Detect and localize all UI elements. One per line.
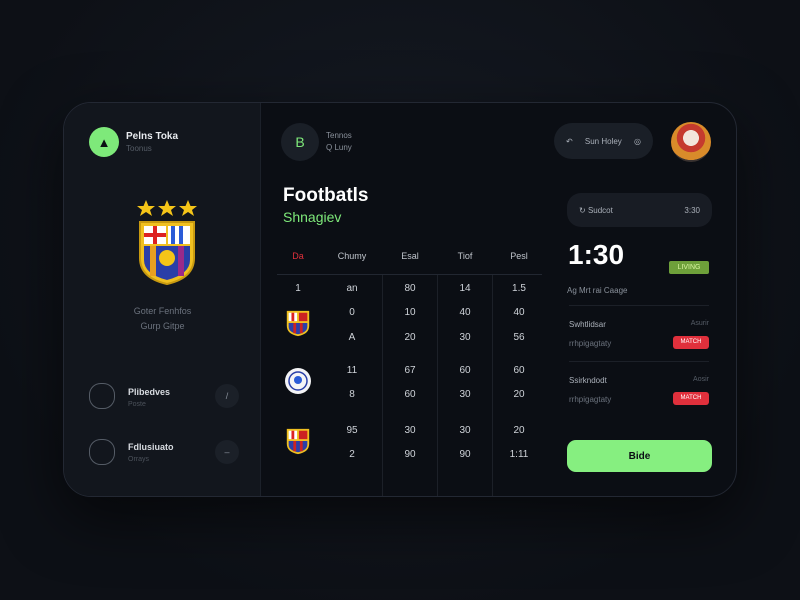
table-divider [277,274,542,275]
match-note: Ag Mrt rai Caage [567,286,628,295]
table-cell: 30 [404,425,416,436]
club-crest-icon [285,368,311,394]
table-cell: 8 [349,389,355,400]
jersey-icon [89,383,115,409]
page-title: Footbatls [283,185,369,206]
sidebar-item-button[interactable]: – [215,440,239,464]
table-cell: 60 [404,389,416,400]
column-divider [382,275,383,496]
table-cell: 20 [513,389,525,400]
header-title: Tennos [326,131,352,140]
dashboard-card: ▲ Pelns Toka Toonus Goter Fenhfos Gurp G… [63,102,737,497]
table-cell: 2 [349,449,355,460]
table-cell: 90 [459,449,471,460]
event-badge: MATCH [673,336,709,349]
table-cell: 0 [349,307,355,318]
sidebar-item-subtitle: Poste [128,401,146,408]
table-cell: 1 [295,283,301,294]
event-subtitle: rrhpigagtaty [569,395,612,404]
event-meta: Aosir [693,376,709,383]
table-cell: 40 [513,307,525,318]
table-cell: 1:11 [509,449,529,460]
header-subtitle: Q Luny [326,143,352,152]
sidebar: ▲ Pelns Toka Toonus Goter Fenhfos Gurp G… [64,103,261,496]
event-title: Swhtlidsar [569,320,606,329]
event-badge: MATCH [673,392,709,405]
sidebar-item-title: Fdlusiuato [128,442,174,452]
brand-name: Pelns Toka [126,131,179,142]
live-badge: LIVING [669,261,709,274]
table-cell: 67 [404,365,416,376]
table-cell: 14 [459,283,471,294]
club-crest-icon [286,310,310,337]
table-cell: 1.5 [512,283,526,294]
table-cell: 10 [404,307,416,318]
table-cell: 56 [513,332,525,343]
page-subtitle: Shnagiev [283,209,342,225]
club-crest-icon [137,200,197,286]
club-subtitle: Gurp Gitpe [140,321,185,331]
table-cell: 30 [459,389,471,400]
event-subtitle: rrhpigagtaty [569,339,612,348]
table-cell: 60 [459,365,471,376]
back-icon: ↶ [566,136,573,146]
table-cell: 95 [346,425,358,436]
column-header[interactable]: Da [292,251,304,261]
event-meta: Asurir [690,320,709,327]
column-divider [492,275,493,496]
column-header[interactable]: Tiof [457,251,473,261]
search-pill[interactable]: ↶ Sun Holey ◎ [554,123,653,159]
table-cell: A [348,332,356,343]
table-cell: 90 [404,449,416,460]
table-cell: 20 [513,425,525,436]
primary-button[interactable]: Bide [567,440,712,472]
column-header[interactable]: Pesl [510,251,528,261]
match-bar-value: 3:30 [684,205,700,215]
column-header[interactable]: Chumy [337,251,367,261]
brand-logo-icon: ▲ [89,127,119,157]
table-cell: 40 [459,307,471,318]
column-divider [437,275,438,496]
table-cell: 30 [459,332,471,343]
brand-subtitle: Toonus [126,144,152,153]
club-name: Goter Fenhfos [133,306,192,316]
header-icon[interactable]: B [281,123,319,161]
pill-label: Sun Holey [584,136,622,146]
trophy-icon [89,439,115,465]
refresh-icon: ↻ [579,205,588,215]
table-cell: 80 [404,283,416,294]
event-item[interactable]: Swhtlidsar Asurir rrhpigagtaty MATCH [569,305,709,357]
table-cell: 60 [513,365,525,376]
club-crest-icon [286,428,310,455]
table-cell: 20 [404,332,416,343]
table-cell: an [346,283,358,294]
sidebar-item-subtitle: Orrays [128,456,149,463]
settings-icon: ◎ [634,136,641,146]
event-item[interactable]: Ssirkndodt Aosir rrhpigagtaty MATCH [569,361,709,413]
event-title: Ssirkndodt [569,376,607,385]
table-cell: 11 [346,365,358,376]
column-header[interactable]: Esal [401,251,419,261]
match-time: 1:30 [568,239,625,270]
sidebar-item-title: Plibedves [128,387,171,397]
match-bar-label: Sudcot [587,205,613,215]
sidebar-item-button[interactable]: / [215,384,239,408]
table-cell: 30 [459,425,471,436]
match-bar[interactable]: ↻ Sudcot 3:30 [567,193,712,227]
avatar[interactable] [671,122,711,162]
